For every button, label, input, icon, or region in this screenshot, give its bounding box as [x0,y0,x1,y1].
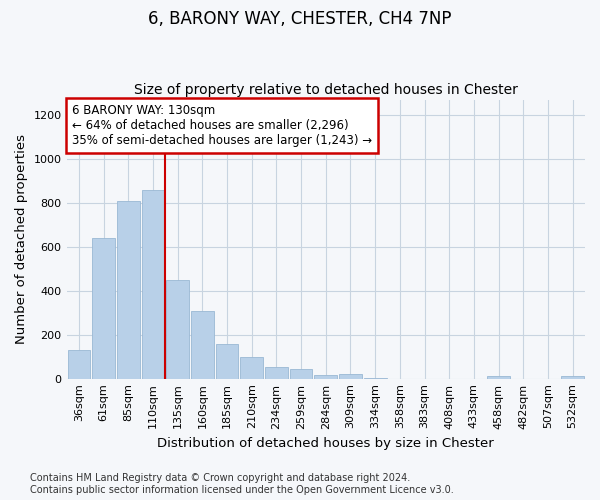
Y-axis label: Number of detached properties: Number of detached properties [15,134,28,344]
Text: 6 BARONY WAY: 130sqm
← 64% of detached houses are smaller (2,296)
35% of semi-de: 6 BARONY WAY: 130sqm ← 64% of detached h… [72,104,372,146]
X-axis label: Distribution of detached houses by size in Chester: Distribution of detached houses by size … [157,437,494,450]
Bar [487,376,510,378]
Text: 6, BARONY WAY, CHESTER, CH4 7NP: 6, BARONY WAY, CHESTER, CH4 7NP [148,10,452,28]
Bar [290,370,313,378]
Bar [142,190,164,378]
Bar [68,350,90,378]
Bar [314,374,337,378]
Text: Contains HM Land Registry data © Crown copyright and database right 2024.
Contai: Contains HM Land Registry data © Crown c… [30,474,454,495]
Bar [215,344,238,378]
Bar [561,376,584,378]
Bar [191,310,214,378]
Bar [166,280,189,378]
Bar [265,366,288,378]
Bar [92,238,115,378]
Title: Size of property relative to detached houses in Chester: Size of property relative to detached ho… [134,83,518,97]
Bar [241,358,263,378]
Bar [117,200,140,378]
Bar [339,374,362,378]
